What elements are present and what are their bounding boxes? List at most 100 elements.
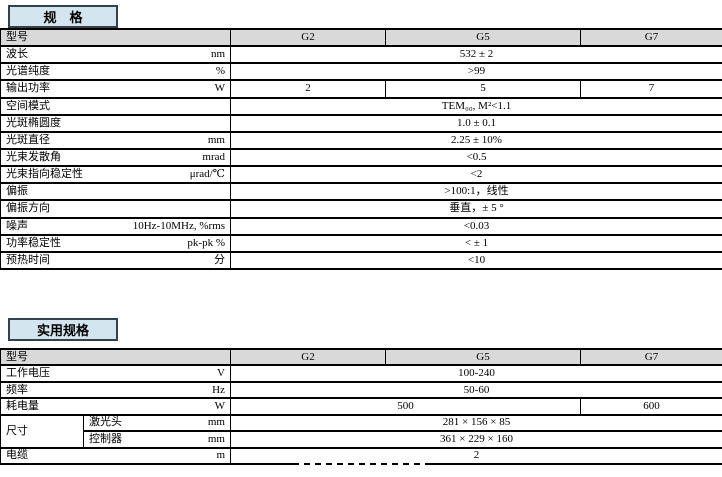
- spec-unit: W: [214, 82, 225, 95]
- spec-unit: pk-pk %: [187, 236, 225, 249]
- spec-label: 功率稳定性: [6, 236, 61, 249]
- spec-label: 工作电压: [6, 367, 50, 380]
- spec-row: 功率稳定性 pk-pk % < ± 1: [0, 233, 722, 253]
- spec-label-cell: 波长 nm: [0, 45, 231, 65]
- section-title-practical-specs-label: 实用规格: [36, 323, 89, 338]
- spec-row: 控制器 mm 361 × 229 × 160: [1, 430, 722, 449]
- spec-label-cell: 工作电压 V: [0, 364, 231, 383]
- spec-label-cell: 频率 Hz: [0, 380, 231, 400]
- spec-label: 电缆: [6, 449, 28, 462]
- spec-value: 100-240: [230, 364, 722, 383]
- model-header-row: 型号 G2 G5 G7: [0, 27, 722, 48]
- spec-label: 输出功率: [6, 82, 50, 95]
- spec-label-cell: 控制器 mm: [83, 430, 231, 449]
- model-column-header: G5: [385, 347, 581, 367]
- spec-label-cell: 光斑椭圆度: [0, 113, 231, 133]
- spec-row: 光斑直径 mm 2.25 ± 10%: [0, 130, 722, 150]
- spec-row: 工作电压 V 100-240: [0, 364, 722, 383]
- spec-row: 光斑椭圆度 1.0 ± 0.1: [0, 113, 722, 133]
- spec-unit: mm: [207, 432, 225, 445]
- spec-unit: W: [214, 399, 225, 412]
- spec-label-cell: 功率稳定性 pk-pk %: [0, 233, 231, 253]
- spec-value: <0.03: [230, 216, 722, 236]
- model-header-row: 型号 G2 G5 G7: [0, 347, 722, 367]
- spec-label: 预热时间: [6, 253, 50, 266]
- spec-row: 光束指向稳定性 μrad/℃ <2: [0, 165, 722, 185]
- spec-unit: 分: [214, 253, 225, 266]
- spec-unit: 10Hz-10MHz, %rms: [132, 219, 225, 232]
- spec-row: 电缆 m 2: [0, 446, 722, 466]
- spec-value: 1.0 ± 0.1: [230, 113, 722, 133]
- model-column-header: G5: [385, 27, 581, 48]
- spec-sublabel: 激光头: [89, 416, 122, 429]
- section-title-practical-specs: 实用规格: [8, 318, 118, 341]
- spec-label-cell: 空间模式: [0, 96, 231, 116]
- spec-unit: Hz: [212, 383, 225, 396]
- spec-unit: %: [215, 65, 225, 78]
- dashed-border-artifact: [293, 462, 425, 465]
- spec-value: <10: [230, 250, 722, 271]
- spec-label-cell: 光斑直径 mm: [0, 130, 231, 150]
- spec-value: <2: [230, 165, 722, 185]
- spec-row: 预热时间 分 <10: [0, 250, 722, 271]
- spec-row: 空间模式 TEM₀₀, M²<1.1: [0, 96, 722, 116]
- spec-label: 空间模式: [6, 99, 50, 112]
- spec-label-cell: 光束指向稳定性 μrad/℃: [0, 165, 231, 185]
- spec-label: 噪声: [6, 219, 28, 232]
- spec-value: >100:1，线性: [230, 182, 722, 202]
- model-column-header: G2: [230, 347, 386, 367]
- spec-label: 光束发散角: [6, 151, 61, 164]
- spec-value: 281 × 156 × 85: [230, 413, 722, 433]
- spec-row: 光束发散角 mrad <0.5: [0, 147, 722, 168]
- spec-unit: V: [217, 367, 225, 380]
- spec-unit: mm: [207, 133, 225, 146]
- spec-value: 600: [580, 397, 722, 416]
- spec-unit: m: [216, 449, 225, 462]
- spec-label: 光束指向稳定性: [6, 168, 83, 181]
- specs-table: 型号 G2 G5 G7 波长 nm 532 ± 2 光谱纯度% >99 输出功率 W 2 5 7 空间模式 T…: [0, 27, 722, 271]
- model-column-header: G7: [580, 347, 722, 367]
- spec-label-cell: 光谱纯度%: [0, 62, 231, 82]
- spec-value: 7: [580, 79, 722, 99]
- spec-label-cell: 偏振: [0, 182, 231, 202]
- spec-label-cell: 预热时间 分: [0, 250, 231, 271]
- spec-value: 50-60: [230, 380, 722, 400]
- spec-label-cell: 激光头 mm: [83, 413, 231, 433]
- spec-value: 361 × 229 × 160: [230, 430, 722, 449]
- section-title-specs-label: 规 格: [43, 10, 83, 25]
- spec-label: 光斑椭圆度: [6, 116, 61, 129]
- spec-row: 偏振 >100:1，线性: [0, 182, 722, 202]
- spec-value: 垂直，± 5 °: [230, 199, 722, 219]
- spec-unit: nm: [210, 48, 225, 61]
- spec-label: 光斑直径: [6, 133, 50, 146]
- spec-label: 光谱纯度: [6, 65, 50, 78]
- model-header-label: 型号: [0, 347, 231, 367]
- model-column-header: G2: [230, 27, 386, 48]
- spec-label: 耗电量: [6, 399, 39, 412]
- spec-label-cell: 电缆 m: [0, 446, 231, 466]
- spec-label-cell: 输出功率 W: [0, 79, 231, 99]
- model-header-label: 型号: [0, 27, 231, 48]
- spec-value: TEM₀₀, M²<1.1: [230, 96, 722, 116]
- spec-unit: mrad: [202, 151, 225, 164]
- spec-label-cell: 噪声 10Hz-10MHz, %rms: [0, 216, 231, 236]
- spec-unit: mm: [207, 416, 225, 429]
- spec-row: 噪声 10Hz-10MHz, %rms <0.03: [0, 216, 722, 236]
- spec-group-label: 尺寸: [0, 413, 84, 449]
- practical-specs-table: 型号 G2 G5 G7 工作电压 V 100-240 频率 Hz 50-60 耗电量 W 500 600 尺…: [0, 347, 722, 466]
- spec-row: 波长 nm 532 ± 2: [0, 45, 722, 65]
- spec-value: < ± 1: [230, 233, 722, 253]
- spec-row: 光谱纯度% >99: [0, 62, 722, 82]
- spec-value: <0.5: [230, 147, 722, 168]
- spec-label: 偏振: [6, 185, 28, 198]
- spec-row: 尺寸 激光头 mm 281 × 156 × 85: [0, 413, 722, 449]
- spec-label: 频率: [6, 383, 28, 396]
- spec-value: 500: [230, 397, 581, 416]
- spec-row: 频率 Hz 50-60: [0, 380, 722, 400]
- spec-unit: μrad/℃: [189, 168, 225, 181]
- spec-label: 偏振方向: [6, 202, 50, 215]
- spec-row: 耗电量 W 500 600: [0, 397, 722, 416]
- model-column-header: G7: [580, 27, 722, 48]
- section-title-specs: 规 格: [8, 5, 118, 28]
